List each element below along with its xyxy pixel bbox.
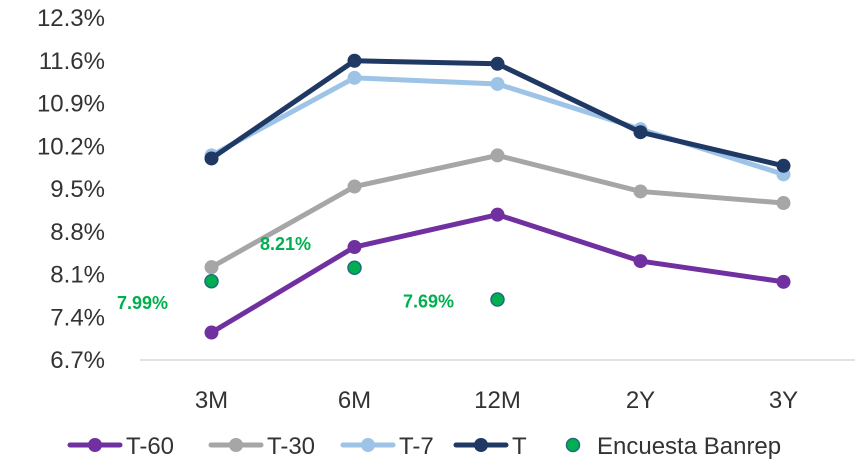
x-tick-label: 2Y xyxy=(626,387,655,414)
y-tick-label: 11.6% xyxy=(39,48,105,75)
legend-marker xyxy=(565,437,581,453)
series-layer xyxy=(204,53,791,340)
legend-item-t-7: T-7 xyxy=(340,433,434,460)
data-point xyxy=(204,151,219,166)
survey-data-label: 8.21% xyxy=(260,234,311,254)
survey-layer: 7.99% 8.21% 7.69% xyxy=(117,234,505,313)
series-line xyxy=(209,212,786,336)
data-point xyxy=(347,70,362,85)
legend-marker xyxy=(474,438,488,452)
legend-item-t: T xyxy=(453,433,527,460)
series-t-30 xyxy=(204,148,791,275)
survey-data-label: 7.99% xyxy=(117,293,168,313)
y-tick-label: 7.4% xyxy=(50,304,105,331)
data-point xyxy=(776,274,791,289)
data-point xyxy=(490,56,505,71)
legend-item-survey: Encuesta Banrep xyxy=(565,433,781,460)
data-point xyxy=(633,125,648,140)
legend-label: T xyxy=(512,433,527,460)
legend-item-t-30: T-30 xyxy=(208,433,315,460)
data-point xyxy=(490,76,505,91)
data-point xyxy=(776,158,791,173)
survey-data-label: 7.69% xyxy=(403,292,454,312)
x-tick-label: 6M xyxy=(338,387,371,414)
y-tick-label: 9.5% xyxy=(50,176,105,203)
data-point xyxy=(204,325,219,340)
series-t-7 xyxy=(204,70,791,182)
legend-label: T-60 xyxy=(126,433,174,460)
data-point xyxy=(633,254,648,269)
y-tick-label: 12.3% xyxy=(37,5,105,32)
y-tick-label: 10.9% xyxy=(37,91,105,118)
legend-label: T-7 xyxy=(399,433,434,460)
data-point xyxy=(490,148,505,163)
legend-item-t-60: T-60 xyxy=(67,433,174,460)
y-tick-label: 8.8% xyxy=(50,219,105,246)
series-t xyxy=(204,53,791,173)
x-tick-label: 12M xyxy=(474,387,521,414)
y-axis: 6.7% 7.4% 8.1% 8.8% 9.5% 10.2% 10.9% 11.6% 12.3% xyxy=(37,5,105,374)
legend-marker xyxy=(361,438,375,452)
x-tick-label: 3Y xyxy=(769,387,798,414)
x-tick-label: 3M xyxy=(195,387,228,414)
series-t-60 xyxy=(204,207,791,340)
data-point xyxy=(347,179,362,194)
data-point xyxy=(776,196,791,211)
data-point xyxy=(490,207,505,222)
legend-marker xyxy=(88,438,102,452)
data-point xyxy=(204,260,219,275)
y-tick-label: 8.1% xyxy=(50,262,105,289)
legend-marker xyxy=(229,438,243,452)
legend-label: T-30 xyxy=(267,433,315,460)
x-axis: 3M 6M 12M 2Y 3Y xyxy=(195,387,798,414)
data-point xyxy=(633,184,648,199)
y-tick-label: 6.7% xyxy=(50,347,105,374)
survey-point xyxy=(204,273,219,289)
data-point xyxy=(347,53,362,68)
survey-point xyxy=(490,292,505,307)
survey-point xyxy=(347,260,362,276)
y-tick-label: 10.2% xyxy=(37,133,105,160)
legend-label: Encuesta Banrep xyxy=(597,433,781,460)
data-point xyxy=(347,240,362,255)
legend: T-60 T-30 T-7 T Encuesta Banrep xyxy=(67,433,781,460)
